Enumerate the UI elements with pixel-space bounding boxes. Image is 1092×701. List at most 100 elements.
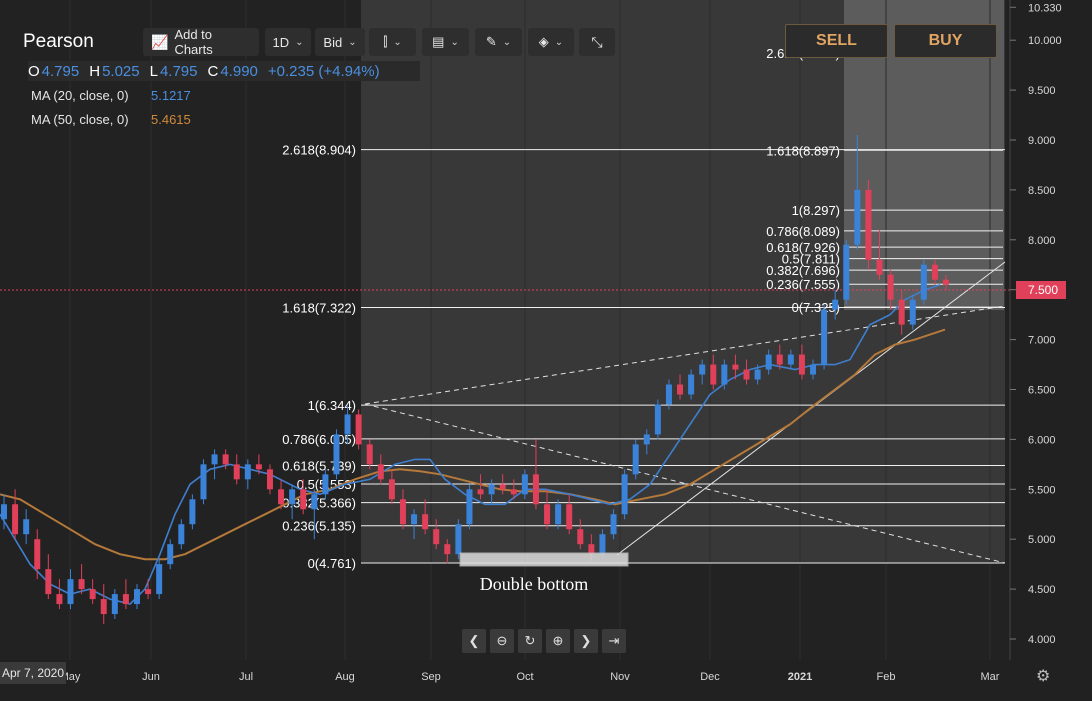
- candle-body: [211, 454, 218, 465]
- candle-body: [643, 434, 650, 445]
- chevron-down-icon: ⌄: [295, 36, 304, 48]
- candle-body: [411, 514, 418, 525]
- y-tick-label: 9.000: [1028, 135, 1056, 147]
- fib-level-label: 2.618(8.904): [282, 143, 356, 158]
- open-label: O: [28, 62, 40, 80]
- candle-body: [754, 369, 761, 380]
- candle-body: [721, 364, 728, 385]
- zoom-out-icon[interactable]: ⊖: [490, 629, 514, 653]
- x-tick-label: Aug: [335, 671, 355, 683]
- y-tick-label: 10.000: [1028, 35, 1062, 47]
- chevron-down-icon: ⌄: [348, 36, 357, 48]
- candle-body: [588, 544, 595, 555]
- last-icon[interactable]: ⇥: [602, 629, 626, 653]
- add-to-charts-button[interactable]: 📈 Add to Charts: [143, 27, 259, 57]
- candle-body: [78, 579, 85, 590]
- settings-icon[interactable]: ⚙: [1036, 666, 1050, 685]
- ohlc-row: O 4.795 H 5.025 L 4.795 C 4.990 +0.235 (+4.9…: [28, 61, 420, 81]
- ma50-value: 5.4615: [151, 112, 191, 127]
- candle-body: [577, 529, 584, 545]
- candle-body: [621, 474, 628, 515]
- x-tick-label: Oct: [516, 671, 533, 683]
- candle-body: [34, 539, 41, 570]
- candle-body: [732, 364, 739, 370]
- y-tick-label: 5.000: [1028, 534, 1056, 546]
- candle-body: [843, 244, 850, 300]
- ma50-legend[interactable]: MA (50, close, 0) 5.4615: [31, 112, 191, 127]
- candle-body: [355, 414, 362, 445]
- fib-zone-left: [361, 0, 1005, 563]
- fib-level-label: 1.618(8.897): [766, 143, 840, 158]
- chevron-down-icon: ⌄: [450, 36, 459, 48]
- y-tick-label: 9.500: [1028, 85, 1056, 97]
- indicators-dropdown[interactable]: ▤ ⌄: [422, 28, 469, 56]
- interval-label: 1D: [272, 34, 290, 50]
- y-tick-label: 7.000: [1028, 335, 1056, 347]
- pencil-icon: ✎: [485, 34, 497, 49]
- y-tick-label: 10.330: [1028, 2, 1062, 14]
- candle-body: [865, 189, 872, 260]
- low-label: L: [149, 62, 158, 80]
- fullscreen-button[interactable]: ⤡: [579, 28, 615, 56]
- candle-body: [943, 279, 949, 285]
- candle-body: [333, 434, 340, 475]
- candle-body: [832, 299, 839, 310]
- x-tick-label: Jul: [239, 671, 253, 683]
- fib-level-label: 1.618(7.322): [282, 300, 356, 315]
- candle-body: [266, 469, 273, 490]
- sell-button[interactable]: SELL: [785, 24, 888, 58]
- ma50-label: MA (50, close, 0): [31, 112, 129, 127]
- candle-body: [876, 259, 883, 275]
- price-type-dropdown[interactable]: Bid ⌄: [315, 28, 365, 56]
- x-tick-label: Dec: [700, 671, 720, 683]
- close-value: 4.990: [220, 62, 258, 80]
- zoom-in-icon[interactable]: ⊕: [546, 629, 570, 653]
- candle-body: [931, 264, 938, 280]
- layers-dropdown[interactable]: ◈ ⌄: [528, 28, 574, 56]
- grid: [69, 0, 991, 660]
- candle-body: [776, 354, 783, 365]
- next-icon[interactable]: ❯: [574, 629, 598, 653]
- chevron-down-icon: ⌄: [502, 36, 512, 48]
- buy-button[interactable]: BUY: [894, 24, 997, 58]
- ma20-value: 5.1217: [151, 88, 191, 103]
- candle-body: [555, 504, 562, 525]
- ma20-label: MA (20, close, 0): [31, 88, 129, 103]
- candle-body: [100, 599, 107, 615]
- candle-body: [1, 504, 7, 520]
- candle-body: [133, 589, 140, 605]
- fib-level-label: 0(4.761): [308, 556, 356, 571]
- fib-level-label: 0.5(7.811): [782, 252, 840, 267]
- x-tick-label: Feb: [877, 671, 896, 683]
- reset-icon[interactable]: ↻: [518, 629, 542, 653]
- candle-body: [455, 524, 462, 555]
- ma50-line: [0, 328, 946, 561]
- candle-body: [167, 544, 174, 565]
- candle-body: [145, 589, 152, 595]
- y-tick-label: 8.500: [1028, 185, 1056, 197]
- current-price-badge: [1016, 281, 1066, 299]
- fib-level-label: 0.618(7.926): [766, 240, 840, 255]
- chart-type-dropdown[interactable]: ⫿ ⌄: [369, 28, 416, 56]
- candle-body: [122, 594, 129, 605]
- drawing-tools-dropdown[interactable]: ✎ ⌄: [475, 28, 522, 56]
- chevron-down-icon: ⌄: [554, 36, 564, 48]
- change-value: +0.235 (+4.94%): [267, 62, 380, 80]
- candle-body: [23, 519, 30, 535]
- candle-body: [488, 484, 495, 495]
- candle-body: [599, 534, 606, 555]
- candle-body: [189, 499, 196, 525]
- candle-body: [710, 364, 717, 385]
- candlestick-icon: ⫿: [383, 34, 388, 49]
- double-bottom-annotation: Double bottom: [480, 574, 589, 594]
- interval-dropdown[interactable]: 1D ⌄: [265, 28, 311, 56]
- double-bottom-box: [459, 552, 629, 567]
- trendline-dashed-lower: [364, 403, 1006, 564]
- prev-icon[interactable]: ❮: [462, 629, 486, 653]
- candle-body: [898, 299, 905, 325]
- candle-body: [466, 489, 473, 525]
- x-tick-label: Jun: [142, 671, 160, 683]
- candle-body: [289, 489, 296, 505]
- ma20-legend[interactable]: MA (20, close, 0) 5.1217: [31, 88, 191, 103]
